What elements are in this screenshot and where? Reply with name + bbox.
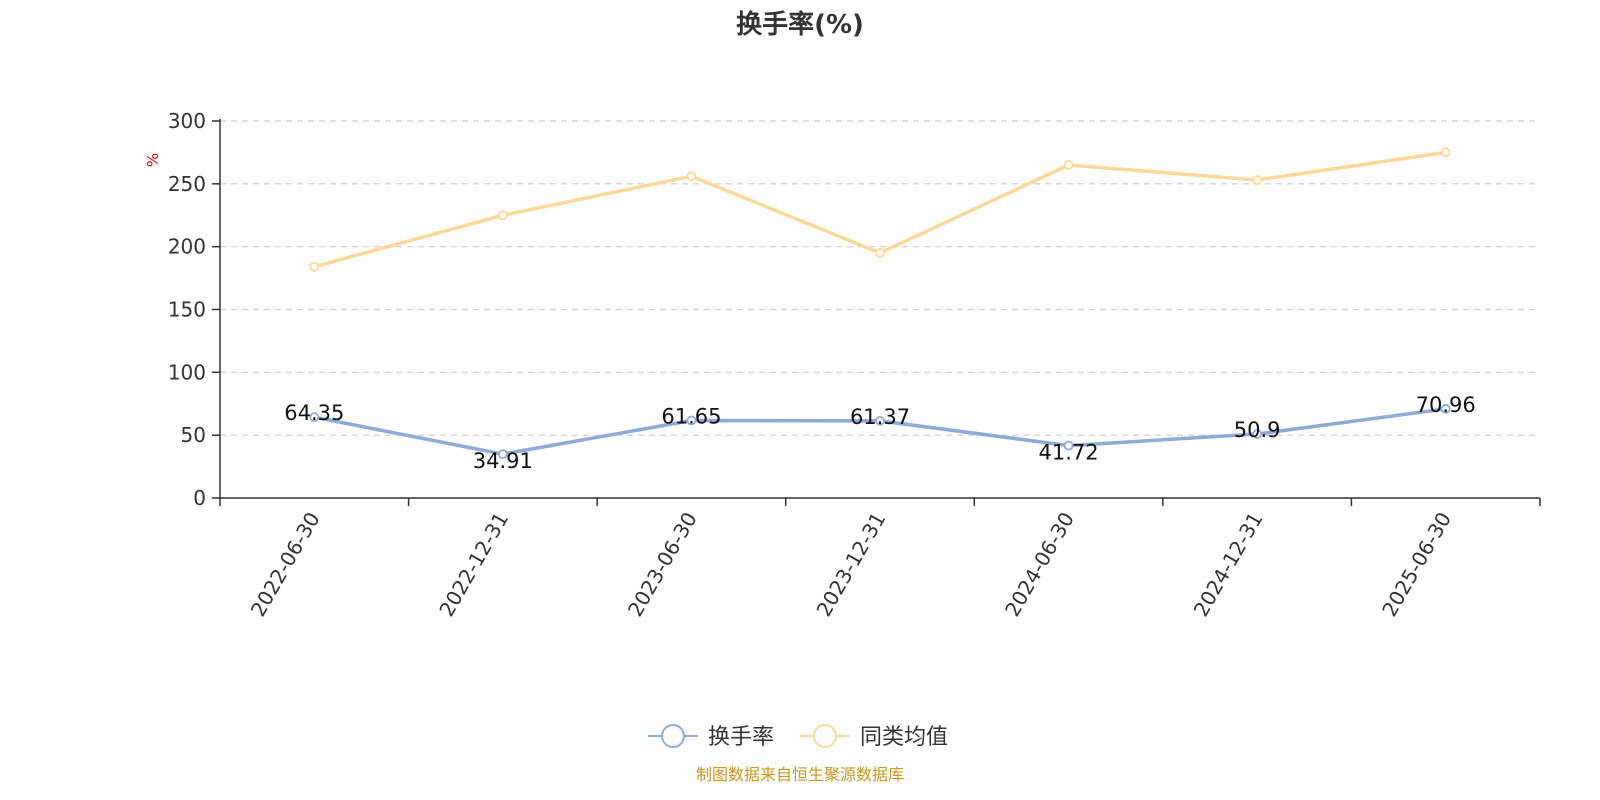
data-label: 64.35	[284, 401, 344, 425]
x-tick-label: 2024-06-30	[1000, 508, 1079, 621]
x-tick-label: 2025-06-30	[1377, 508, 1456, 621]
data-label: 34.91	[473, 449, 533, 473]
data-point	[875, 415, 885, 426]
legend-marker	[661, 724, 685, 748]
data-point	[1252, 175, 1263, 185]
y-tick-label: 100	[168, 360, 206, 384]
y-tick-label: 50	[181, 423, 206, 447]
y-tick-labels: 0 50 100 150 200 250 300	[168, 109, 206, 510]
chart-title: 换手率(%)	[736, 9, 864, 40]
data-point	[309, 261, 320, 272]
data-label: 61.65	[661, 405, 721, 429]
legend-item-0[interactable]: 换手率	[648, 724, 774, 750]
legend-label: 同类均值	[860, 725, 948, 750]
x-tick-label: 2022-06-30	[246, 508, 325, 621]
data-labels: 64.35 34.91 61.65 61.37 41.72 50.9 70.96	[284, 393, 1476, 473]
data-label: 50.9	[1234, 418, 1281, 442]
data-point	[1063, 440, 1074, 451]
series-points	[309, 147, 1451, 460]
y-tick-label: 0	[193, 486, 206, 510]
data-point	[497, 449, 508, 460]
x-tick-label: 2023-06-30	[623, 508, 702, 621]
legend[interactable]: 换手率 同类均值	[648, 724, 948, 750]
x-tick-label: 2024-12-31	[1189, 508, 1268, 621]
data-label: 70.96	[1416, 393, 1476, 417]
source-note: 制图数据来自恒生聚源数据库	[696, 765, 904, 784]
data-label: 61.37	[850, 405, 910, 429]
x-tick-label: 2023-12-31	[811, 508, 890, 621]
data-label: 41.72	[1039, 441, 1099, 465]
data-point	[1252, 429, 1263, 439]
data-point	[1063, 160, 1074, 170]
data-point	[686, 415, 697, 426]
data-point	[686, 171, 697, 182]
x-tick-label: 2022-12-31	[434, 508, 513, 621]
data-point	[309, 412, 320, 423]
y-tick-label: 200	[168, 235, 206, 259]
x-tick-labels: 2022-06-30 2022-12-31 2023-06-30 2023-12-31…	[246, 508, 1456, 621]
y-axis-label: %	[144, 153, 162, 167]
legend-item-1[interactable]: 同类均值	[800, 724, 948, 750]
legend-label: 换手率	[708, 725, 774, 750]
data-point	[875, 248, 885, 258]
data-point	[497, 210, 508, 221]
y-tick-label: 150	[168, 298, 206, 322]
y-tick-label: 250	[168, 172, 206, 196]
data-point	[1440, 147, 1451, 158]
legend-marker	[813, 724, 837, 748]
grid-lines	[220, 120, 1540, 436]
axes	[212, 119, 1541, 506]
data-point	[1440, 403, 1451, 414]
y-tick-label: 300	[168, 109, 206, 133]
